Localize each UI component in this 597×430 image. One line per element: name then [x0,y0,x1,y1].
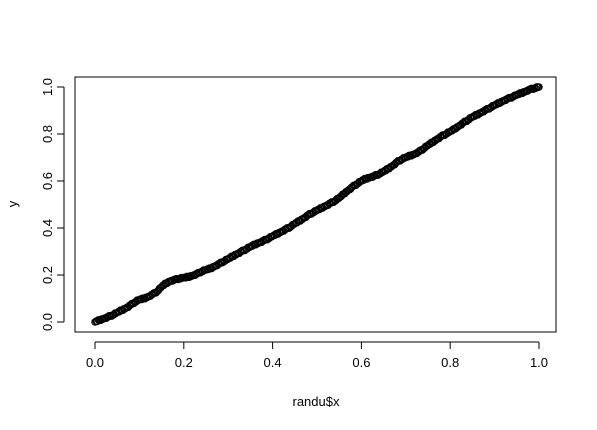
x-tick-label: 0.8 [441,355,459,370]
y-tick-label: 0.4 [40,219,55,237]
y-tick-label: 0.8 [40,125,55,143]
y-tick-label: 0.2 [40,266,55,284]
x-tick-label: 0.4 [264,355,282,370]
data-points [91,83,543,326]
x-tick-label: 1.0 [530,355,548,370]
y-tick-label: 1.0 [40,78,55,96]
y-tick-label: 0.0 [40,313,55,331]
y-axis-title: y [5,200,20,207]
x-axis: 0.0 0.2 0.4 0.6 0.8 1.0 [86,341,548,370]
x-tick-label: 0.0 [86,355,104,370]
plot-frame [74,76,557,333]
y-axis: 0.0 0.2 0.4 0.6 0.8 1.0 [40,78,65,331]
y-tick-label: 0.6 [40,172,55,190]
x-axis-title: randu$x [293,394,340,409]
data-point [535,83,543,91]
x-tick-label: 0.6 [352,355,370,370]
x-tick-label: 0.2 [175,355,193,370]
